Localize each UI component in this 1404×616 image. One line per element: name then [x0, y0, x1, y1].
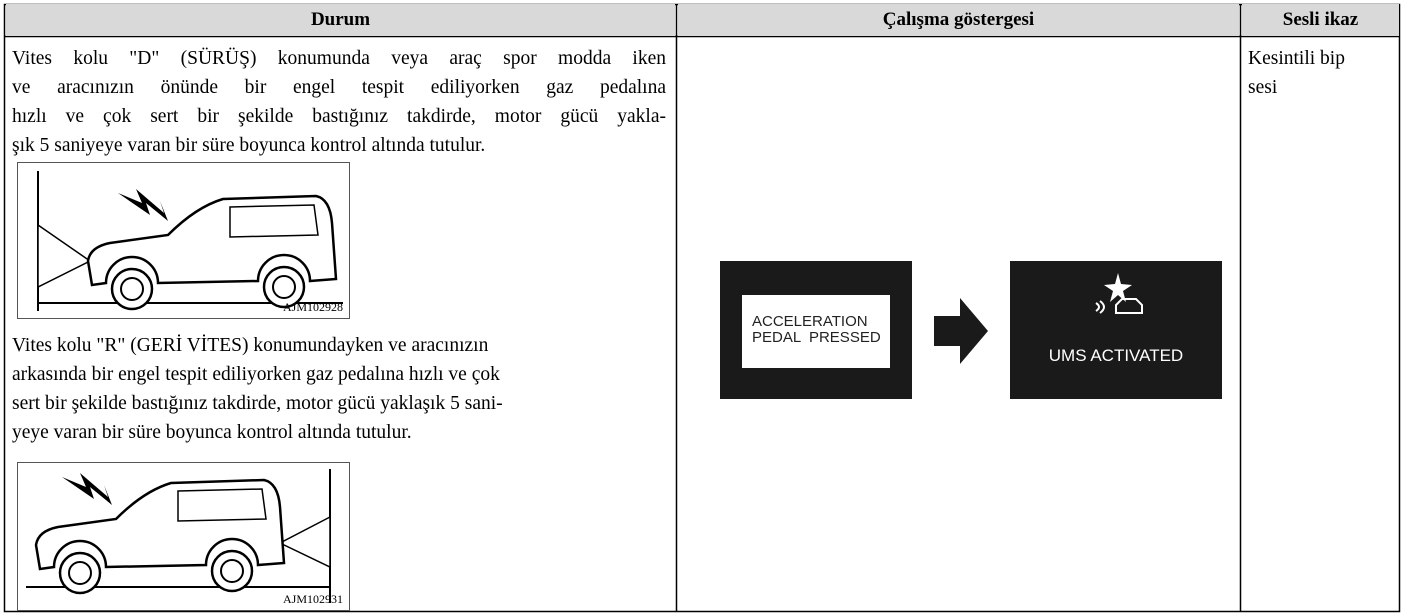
- display-panel: ACCELERATION PEDAL PRESSED: [720, 261, 912, 399]
- message-text: UMS ACTIVATED: [1048, 346, 1184, 365]
- header-cell: Durum: [6, 4, 675, 36]
- display-panel: UMS ACTIVATED: [1010, 261, 1222, 399]
- message-box: ACCELERATION PEDAL PRESSED: [742, 295, 890, 368]
- car-illustration: [26, 469, 331, 603]
- text-line: arkasında bir engel tespit ediliyorken g…: [12, 364, 500, 385]
- text-line: sert bir şekilde bastığınız takdirde, mo…: [12, 393, 503, 414]
- arrow: [934, 298, 988, 364]
- text-line: yeye varan bir süre boyunca kontrol altı…: [12, 422, 412, 443]
- figure: AJM102931: [17, 462, 350, 611]
- ums-icon: [1095, 273, 1143, 314]
- text-line: Vites kolu "D" (SÜRÜŞ) konumunda veya ar…: [12, 48, 666, 69]
- text-line: ve aracınızın önünde bir engel tespit ed…: [12, 77, 666, 98]
- message-line: ACCELERATION: [752, 313, 868, 330]
- text-line: Vites kolu "R" (GERİ VİTES) konumundayke…: [12, 335, 489, 356]
- text-line: hızlı ve çok sert bir şekilde bastığınız…: [12, 106, 666, 127]
- message-line: PEDAL PRESSED: [752, 329, 881, 346]
- text-line: şık 5 saniyeye varan bir süre boyunca ko…: [12, 135, 486, 156]
- header-cell: Sesli ikaz: [1242, 4, 1399, 36]
- figure-label: AJM102928: [282, 300, 343, 314]
- header-cell: Çalışma göstergesi: [678, 4, 1239, 36]
- figure: AJM102928: [17, 162, 350, 319]
- figure-label: AJM102931: [282, 592, 343, 606]
- sound-text: Kesintili bip sesi: [1248, 48, 1345, 98]
- car-illustration: [37, 171, 343, 311]
